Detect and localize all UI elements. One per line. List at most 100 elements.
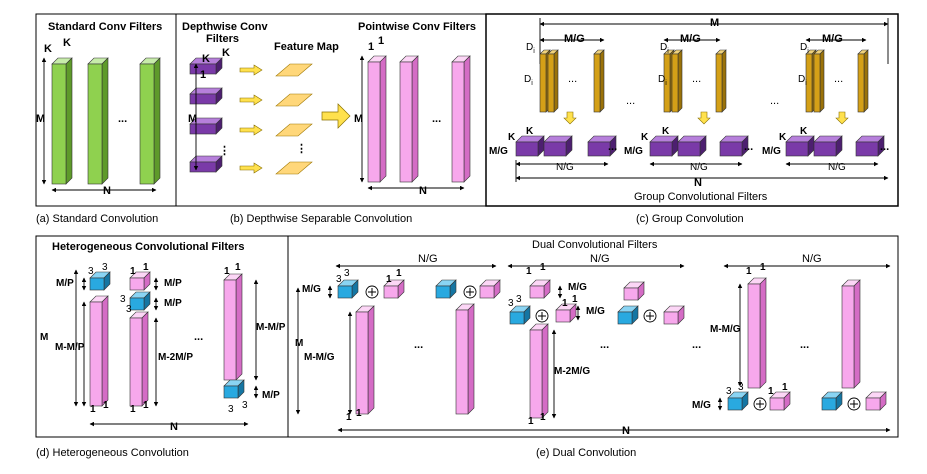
panel-d-one-8: 1 <box>235 262 241 273</box>
group-filter-1-3-front <box>587 141 611 157</box>
dual-pink-small-3-front <box>529 285 545 299</box>
het-pink-1-front <box>89 301 103 407</box>
panel-d-one-2: 1 <box>103 400 109 411</box>
panel-e-three-4: 3 <box>516 294 522 305</box>
panel-b-title-left2: Filters <box>206 33 239 45</box>
dw-filter-1-front <box>189 63 217 75</box>
dual-pink-small-4-front <box>623 287 639 301</box>
panel-e-m: M <box>295 338 303 349</box>
panel-c-di-sub-2: i <box>667 48 669 55</box>
dual-pink-3-front <box>555 309 571 323</box>
het-pink-2-side <box>141 311 149 407</box>
panel-d-mp-4: M/P <box>262 390 280 401</box>
het-cyan-top-front <box>89 277 105 291</box>
panel-c-m: M <box>710 17 719 29</box>
gold-filter-2-2-side <box>677 49 683 113</box>
panel-a-caption: (a) Standard Convolution <box>36 213 158 225</box>
panel-e-one-6: 1 <box>540 262 546 273</box>
dual-tall-5-side <box>759 277 767 389</box>
panel-c-inner-caption: Group Convolutional Filters <box>634 191 768 203</box>
panel-e-one-2: 1 <box>396 268 402 279</box>
dual-pink-2-front <box>479 285 495 299</box>
panel-b-one: 1 <box>200 69 206 81</box>
panel-b-m: M <box>188 113 197 125</box>
dual-pink-4-front <box>663 311 679 325</box>
gold-filter-3-1-front <box>805 53 813 113</box>
panel-d-three-2: 3 <box>102 262 108 273</box>
panel-c-down-2 <box>697 111 711 125</box>
std-filter-1-front <box>51 63 67 185</box>
std-filter-2-side <box>101 57 109 185</box>
panel-d-one-6: 1 <box>143 400 149 411</box>
group-filter-3-3-front <box>855 141 879 157</box>
gold-filter-3-2-front <box>813 53 821 113</box>
panel-e-three-3: 3 <box>508 298 514 309</box>
panel-c-dots-2: ... <box>770 95 779 107</box>
panel-e-frame <box>287 235 899 438</box>
panel-c-n: N <box>694 177 702 189</box>
panel-d-m2mp: M-2M/P <box>158 352 193 363</box>
group-filter-2-1-front <box>649 141 673 157</box>
panel-e-dots-1: ... <box>414 339 423 351</box>
std-filter-3-front <box>139 63 155 185</box>
gold-filter-1-2-side <box>553 49 559 113</box>
panel-e-three-1: 3 <box>336 274 342 285</box>
pw-filter-2-front <box>399 61 413 183</box>
panel-d-dots: ... <box>194 331 203 343</box>
panel-e-ng-3: N/G <box>802 253 822 265</box>
feature-map-4 <box>275 161 313 175</box>
panel-e-one-3: 1 <box>346 412 352 423</box>
panel-c-down-1 <box>563 111 577 125</box>
panel-d-m: M <box>40 332 48 343</box>
dw-filter-2-front <box>189 93 217 105</box>
panel-a-m: M <box>36 113 45 125</box>
panel-a-title: Standard Conv Filters <box>48 21 162 33</box>
panel-e-mg-3: M/G <box>586 306 605 317</box>
panel-d-mp-1: M/P <box>56 278 74 289</box>
panel-d-three-1: 3 <box>88 266 94 277</box>
panel-d-three-5: 3 <box>228 404 234 415</box>
panel-d-three-6: 3 <box>242 400 248 411</box>
panel-a-k1: K <box>44 43 52 55</box>
feature-map-3 <box>275 123 313 137</box>
panel-c-di-sub-1: i <box>533 48 535 55</box>
panel-e-n: N <box>622 425 630 437</box>
gold-filter-3-2-side <box>819 49 825 113</box>
dual-cyan-6-front <box>821 397 837 411</box>
group-filter-3-2-front <box>813 141 837 157</box>
panel-e-one-5: 1 <box>526 266 532 277</box>
panel-c-ng-1: N/G <box>556 162 574 173</box>
panel-e-one-14: 1 <box>782 382 788 393</box>
het-cyan-mid-front <box>129 297 145 311</box>
panel-e-one-11: 1 <box>746 266 752 277</box>
panel-c-down-3 <box>835 111 849 125</box>
panel-b-vdots2: ⋮ <box>296 143 307 155</box>
panel-c-di-3: Di <box>800 42 809 55</box>
panel-e-three-6: 3 <box>738 382 744 393</box>
panel-c-dots-1: ... <box>626 95 635 107</box>
group-filter-1-1-front <box>515 141 539 157</box>
panel-d-frame <box>35 235 289 438</box>
panel-b-title-left: Depthwise Conv <box>182 21 268 33</box>
panel-e-one-9: 1 <box>528 416 534 427</box>
gold-filter-3-3-front <box>857 53 865 113</box>
panel-b-p2: 1 <box>378 35 384 47</box>
panel-c-mg-1: M/G <box>564 33 585 45</box>
dw-arrow-2 <box>239 94 263 106</box>
group-filter-2-3-front <box>719 141 743 157</box>
panel-c-dots-5: ... <box>880 141 889 153</box>
gold-filter-1-3-side <box>599 49 605 113</box>
panel-d-mp-3: M/P <box>164 298 182 309</box>
panel-d-one-7: 1 <box>224 266 230 277</box>
panel-c-gold-dots-2: ... <box>692 73 701 85</box>
panel-c-di2-3: Di <box>798 74 807 87</box>
gold-filter-1-3-front <box>593 53 601 113</box>
panel-c-ng-3: N/G <box>828 162 846 173</box>
dual-tall-2-front <box>455 309 469 415</box>
het-pink-small-1-front <box>129 277 145 291</box>
gold-filter-2-3-front <box>715 53 723 113</box>
panel-b-title-right: Pointwise Conv Filters <box>358 21 476 33</box>
panel-e-mmg-2: M-M/G <box>710 324 741 335</box>
panel-c-mg-3: M/G <box>822 33 843 45</box>
panel-e-dots-2: ... <box>600 339 609 351</box>
